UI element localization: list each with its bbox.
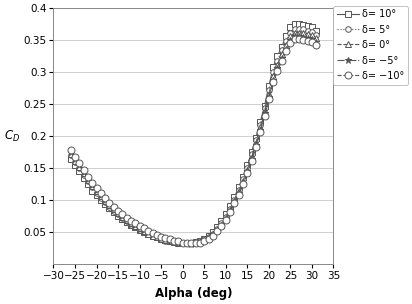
- δ= 0°: [68, 152, 73, 156]
- δ= 5°: [292, 27, 297, 30]
- Y-axis label: $C_D$: $C_D$: [4, 129, 20, 144]
- δ= 5°: [236, 188, 241, 192]
- δ= 10°: [253, 136, 258, 139]
- δ= −10°: [305, 39, 310, 43]
- δ= 0°: [253, 141, 258, 144]
- δ= −10°: [236, 193, 241, 196]
- δ= −10°: [129, 219, 133, 223]
- δ= −5°: [124, 217, 129, 221]
- δ= −5°: [292, 35, 297, 38]
- δ= −5°: [129, 220, 133, 224]
- Line: δ= 0°: δ= 0°: [68, 30, 319, 246]
- δ= −5°: [305, 36, 310, 40]
- δ= −10°: [314, 43, 319, 47]
- δ= 10°: [129, 223, 133, 226]
- δ= 10°: [236, 186, 241, 189]
- δ= 0°: [124, 218, 129, 222]
- Line: δ= −5°: δ= −5°: [67, 33, 320, 247]
- δ= −5°: [236, 192, 241, 195]
- δ= 5°: [68, 154, 73, 157]
- δ= −10°: [185, 241, 190, 245]
- δ= 0°: [292, 31, 297, 34]
- δ= 0°: [236, 189, 241, 193]
- δ= 5°: [185, 241, 190, 245]
- δ= 10°: [305, 24, 310, 28]
- δ= −5°: [68, 150, 73, 154]
- δ= −10°: [292, 37, 297, 41]
- δ= 5°: [314, 33, 319, 37]
- X-axis label: Alpha (deg): Alpha (deg): [155, 287, 232, 300]
- δ= 0°: [314, 36, 319, 40]
- δ= −10°: [279, 59, 284, 63]
- δ= −5°: [189, 242, 194, 246]
- δ= 5°: [279, 49, 284, 52]
- δ= −10°: [124, 216, 129, 219]
- δ= −10°: [253, 145, 258, 149]
- δ= 0°: [279, 53, 284, 56]
- δ= 0°: [180, 241, 185, 245]
- δ= 10°: [314, 29, 319, 33]
- δ= −10°: [68, 149, 73, 152]
- Line: δ= 10°: δ= 10°: [68, 21, 319, 245]
- δ= −5°: [253, 143, 258, 147]
- δ= 10°: [279, 45, 284, 48]
- δ= 5°: [124, 219, 129, 223]
- δ= 10°: [68, 157, 73, 161]
- δ= 10°: [292, 22, 297, 26]
- Line: δ= −10°: δ= −10°: [67, 36, 320, 247]
- δ= 0°: [305, 32, 310, 36]
- δ= −5°: [314, 40, 319, 44]
- δ= 10°: [180, 241, 185, 244]
- δ= −5°: [279, 56, 284, 60]
- δ= 10°: [124, 220, 129, 224]
- δ= 5°: [129, 223, 133, 226]
- Legend: δ= 10°, δ= 5°, δ= 0°, δ= −5°, δ= −10°: δ= 10°, δ= 5°, δ= 0°, δ= −5°, δ= −10°: [333, 5, 408, 85]
- δ= 5°: [305, 29, 310, 33]
- Line: δ= 5°: δ= 5°: [68, 26, 319, 246]
- δ= 5°: [253, 138, 258, 142]
- δ= 0°: [129, 222, 133, 225]
